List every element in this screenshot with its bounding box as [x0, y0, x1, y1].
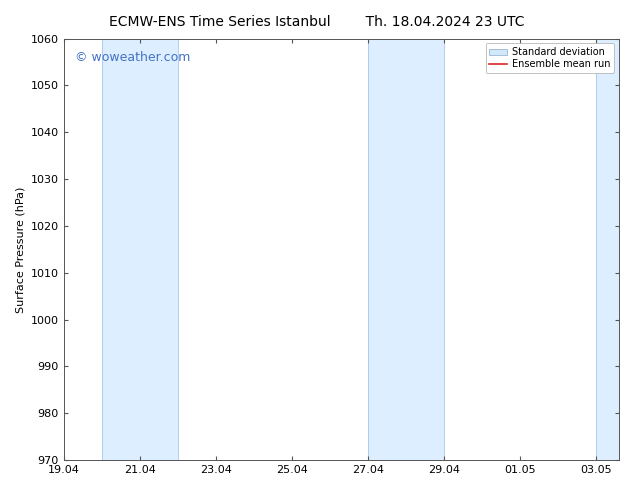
Text: © woweather.com: © woweather.com	[75, 51, 190, 64]
Y-axis label: Surface Pressure (hPa): Surface Pressure (hPa)	[15, 186, 25, 313]
Bar	[596, 39, 619, 460]
Text: ECMW-ENS Time Series Istanbul        Th. 18.04.2024 23 UTC: ECMW-ENS Time Series Istanbul Th. 18.04.…	[109, 15, 525, 29]
Bar	[368, 39, 444, 460]
Bar	[101, 39, 178, 460]
Legend: Standard deviation, Ensemble mean run: Standard deviation, Ensemble mean run	[486, 44, 614, 73]
